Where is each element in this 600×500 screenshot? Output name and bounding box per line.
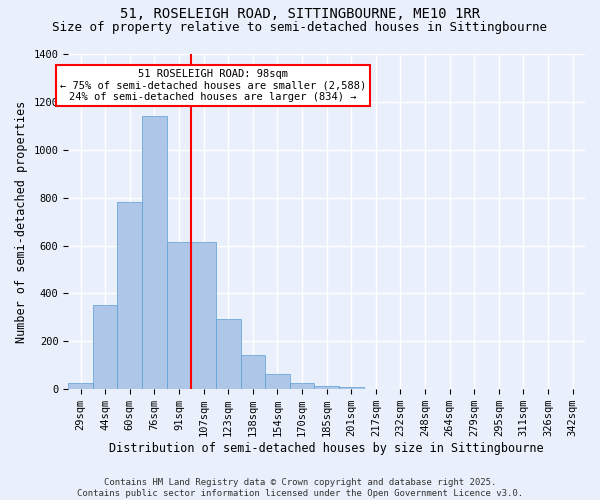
Bar (68, 383, 93, 389)
Text: 51 ROSELEIGH ROAD: 98sqm
← 75% of semi-detached houses are smaller (2,588)
24% o: 51 ROSELEIGH ROAD: 98sqm ← 75% of semi-d… (60, 69, 366, 102)
X-axis label: Distribution of semi-detached houses by size in Sittingbourne: Distribution of semi-detached houses by … (109, 442, 544, 455)
Bar (290, 383, 314, 389)
Bar (216, 318, 241, 389)
Bar (167, 242, 191, 389)
Bar (118, 202, 142, 389)
Text: 51, ROSELEIGH ROAD, SITTINGBOURNE, ME10 1RR: 51, ROSELEIGH ROAD, SITTINGBOURNE, ME10 … (120, 8, 480, 22)
Bar (191, 242, 216, 389)
Bar (265, 374, 290, 389)
Y-axis label: Number of semi-detached properties: Number of semi-detached properties (15, 100, 28, 342)
Bar (142, 116, 167, 389)
Text: Contains HM Land Registry data © Crown copyright and database right 2025.
Contai: Contains HM Land Registry data © Crown c… (77, 478, 523, 498)
Bar (314, 386, 339, 389)
Bar (241, 354, 265, 389)
Text: Size of property relative to semi-detached houses in Sittingbourne: Size of property relative to semi-detach… (53, 21, 548, 34)
Bar (339, 387, 364, 389)
Bar (93, 306, 118, 389)
